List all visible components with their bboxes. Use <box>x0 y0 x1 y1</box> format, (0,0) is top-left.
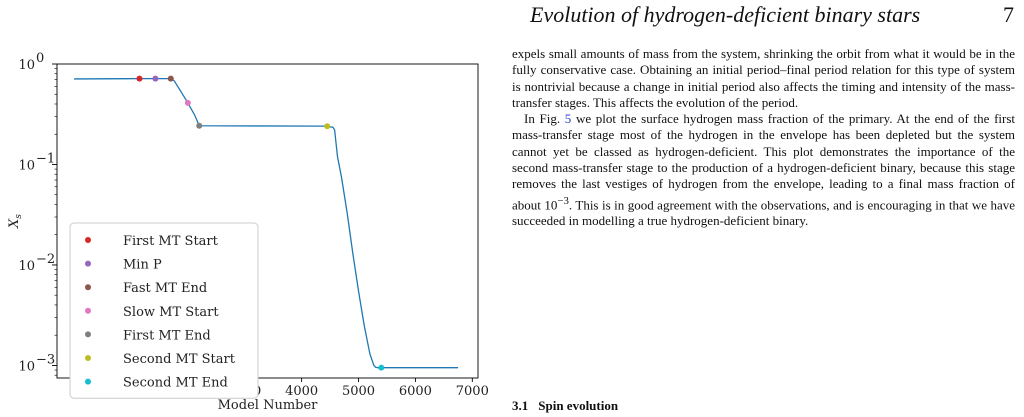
y-axis-label-main: X <box>7 218 22 229</box>
y-tick-exponent: −1 <box>36 151 55 166</box>
running-head-title: Evolution of hydrogen-deficient binary s… <box>530 2 921 27</box>
plot-frame <box>56 63 479 379</box>
section-heading: 3.1 Spin evolution <box>512 398 618 414</box>
legend-label: Slow MT Start <box>123 305 219 320</box>
running-head: Evolution of hydrogen-deficient binary s… <box>530 2 1014 28</box>
body-text: expels small amounts of mass from the sy… <box>512 46 1015 230</box>
marker-point <box>196 122 203 129</box>
paragraph-2: In Fig. 5 we plot the surface hydrogen m… <box>512 111 1015 229</box>
hydrogen-fraction-line <box>74 77 459 369</box>
legend-marker <box>85 378 91 385</box>
marker-point <box>167 75 174 82</box>
x-tick-label: 7000 <box>456 384 489 399</box>
y-tick-label: 10 <box>18 359 35 374</box>
y-tick-base: 10 <box>18 359 35 374</box>
legend-marker <box>85 307 91 314</box>
y-tick-base: 10 <box>18 259 35 274</box>
y-axis-label: Xs <box>7 214 24 229</box>
paragraph-2-exponent: −3 <box>557 194 569 207</box>
y-tick-exponent: −3 <box>36 352 55 367</box>
y-tick-exponent: −2 <box>36 252 55 267</box>
x-tick-label: 5000 <box>342 384 375 399</box>
y-tick-label: 10 <box>18 259 35 274</box>
legend-marker <box>85 260 91 267</box>
section-title: Spin evolution <box>538 398 619 413</box>
y-tick-label: 10 <box>18 58 35 73</box>
marker-point <box>324 123 331 130</box>
legend-marker <box>85 355 91 361</box>
marker-point <box>136 75 143 82</box>
marker-point <box>184 99 191 106</box>
legend-box <box>69 222 259 399</box>
paragraph-2-body: we plot the surface hydrogen mass fracti… <box>512 111 1016 212</box>
y-axis-label-sub: s <box>14 214 24 219</box>
x-axis-label: Model Number <box>218 398 319 413</box>
y-tick-base: 10 <box>18 158 35 173</box>
page-number: 7 <box>1003 2 1014 27</box>
legend-marker <box>85 331 91 338</box>
y-tick-exponent: 0 <box>36 51 44 66</box>
marker-point <box>152 75 159 82</box>
legend-label: Second MT End <box>123 376 228 391</box>
chart-svg: 0100020003000400050006000700010010−110−2… <box>7 51 489 413</box>
legend-label: First MT Start <box>123 234 219 249</box>
legend-label: First MT End <box>123 328 211 343</box>
paragraph-2-start: In Fig. <box>524 111 561 127</box>
legend-label: Min P <box>123 258 162 273</box>
section-number: 3.1 <box>512 398 529 413</box>
x-tick-label: 4000 <box>285 384 318 399</box>
x-tick-label: 6000 <box>399 384 432 399</box>
marker-point <box>378 364 385 371</box>
paragraph-2-end: . This is in good agreement with the obs… <box>512 197 1015 229</box>
figure-reference-link[interactable]: 5 <box>564 111 572 127</box>
legend-marker <box>85 284 91 291</box>
legend-label: Fast MT End <box>123 281 207 296</box>
legend-marker <box>85 237 91 243</box>
legend-label: Second MT Start <box>123 352 236 367</box>
paragraph-1: expels small amounts of mass from the sy… <box>512 46 1015 110</box>
hydrogen-fraction-figure: 0100020003000400050006000700010010−110−2… <box>0 40 500 417</box>
y-tick-label: 10 <box>18 158 35 173</box>
y-tick-base: 10 <box>18 58 35 73</box>
